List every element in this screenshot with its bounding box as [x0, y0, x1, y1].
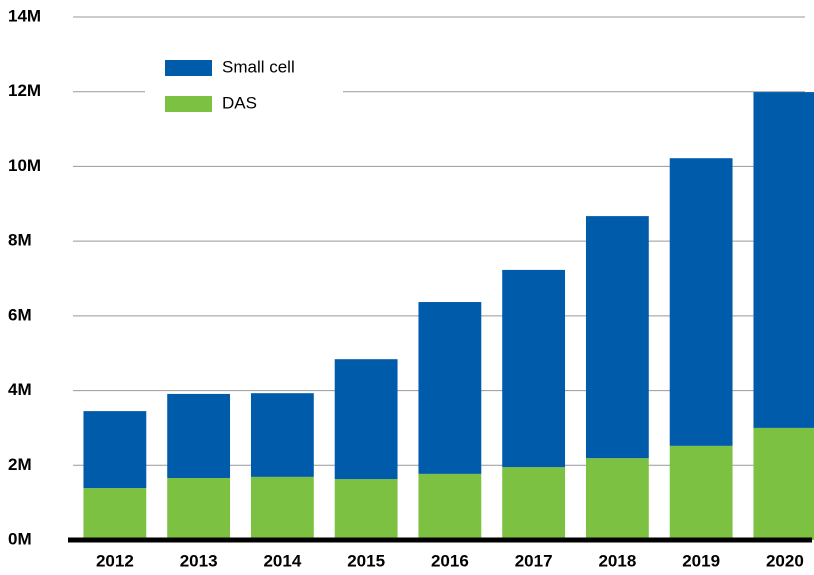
- bar: [585, 216, 649, 459]
- bar: [334, 359, 398, 480]
- bar: [753, 92, 814, 428]
- legend-swatch: [165, 96, 212, 112]
- bar: [669, 158, 733, 446]
- bar: [83, 411, 147, 489]
- bar: [753, 427, 814, 540]
- x-tick-label: 2013: [180, 551, 218, 570]
- y-tick-label: 8M: [8, 231, 32, 250]
- bar: [334, 479, 398, 540]
- y-tick-label: 4M: [8, 380, 32, 399]
- x-tick-label: 2017: [515, 551, 553, 570]
- x-tick-label: 2015: [347, 551, 385, 570]
- x-tick-label: 2019: [682, 551, 720, 570]
- bar: [167, 477, 231, 540]
- bar: [502, 467, 566, 540]
- bar: [250, 393, 314, 477]
- y-tick-label: 12M: [8, 81, 41, 100]
- bar: [167, 393, 231, 478]
- x-tick-label: 2014: [263, 551, 301, 570]
- legend-label: Small cell: [222, 57, 295, 76]
- y-tick-label: 0M: [8, 529, 32, 548]
- x-tick-label: 2020: [766, 551, 804, 570]
- y-tick-label: 6M: [8, 305, 32, 324]
- bar: [502, 269, 566, 468]
- bar: [418, 473, 482, 540]
- legend-label: DAS: [222, 93, 257, 112]
- y-tick-label: 10M: [8, 156, 41, 175]
- y-tick-label: 14M: [8, 6, 41, 25]
- bar: [83, 488, 147, 540]
- x-tick-label: 2018: [598, 551, 636, 570]
- bar: [250, 476, 314, 540]
- bar: [418, 302, 482, 474]
- x-tick-label: 2012: [96, 551, 134, 570]
- y-tick-label: 2M: [8, 455, 32, 474]
- bar: [585, 458, 649, 540]
- bar: [669, 445, 733, 540]
- x-tick-label: 2016: [431, 551, 469, 570]
- legend-swatch: [165, 60, 212, 76]
